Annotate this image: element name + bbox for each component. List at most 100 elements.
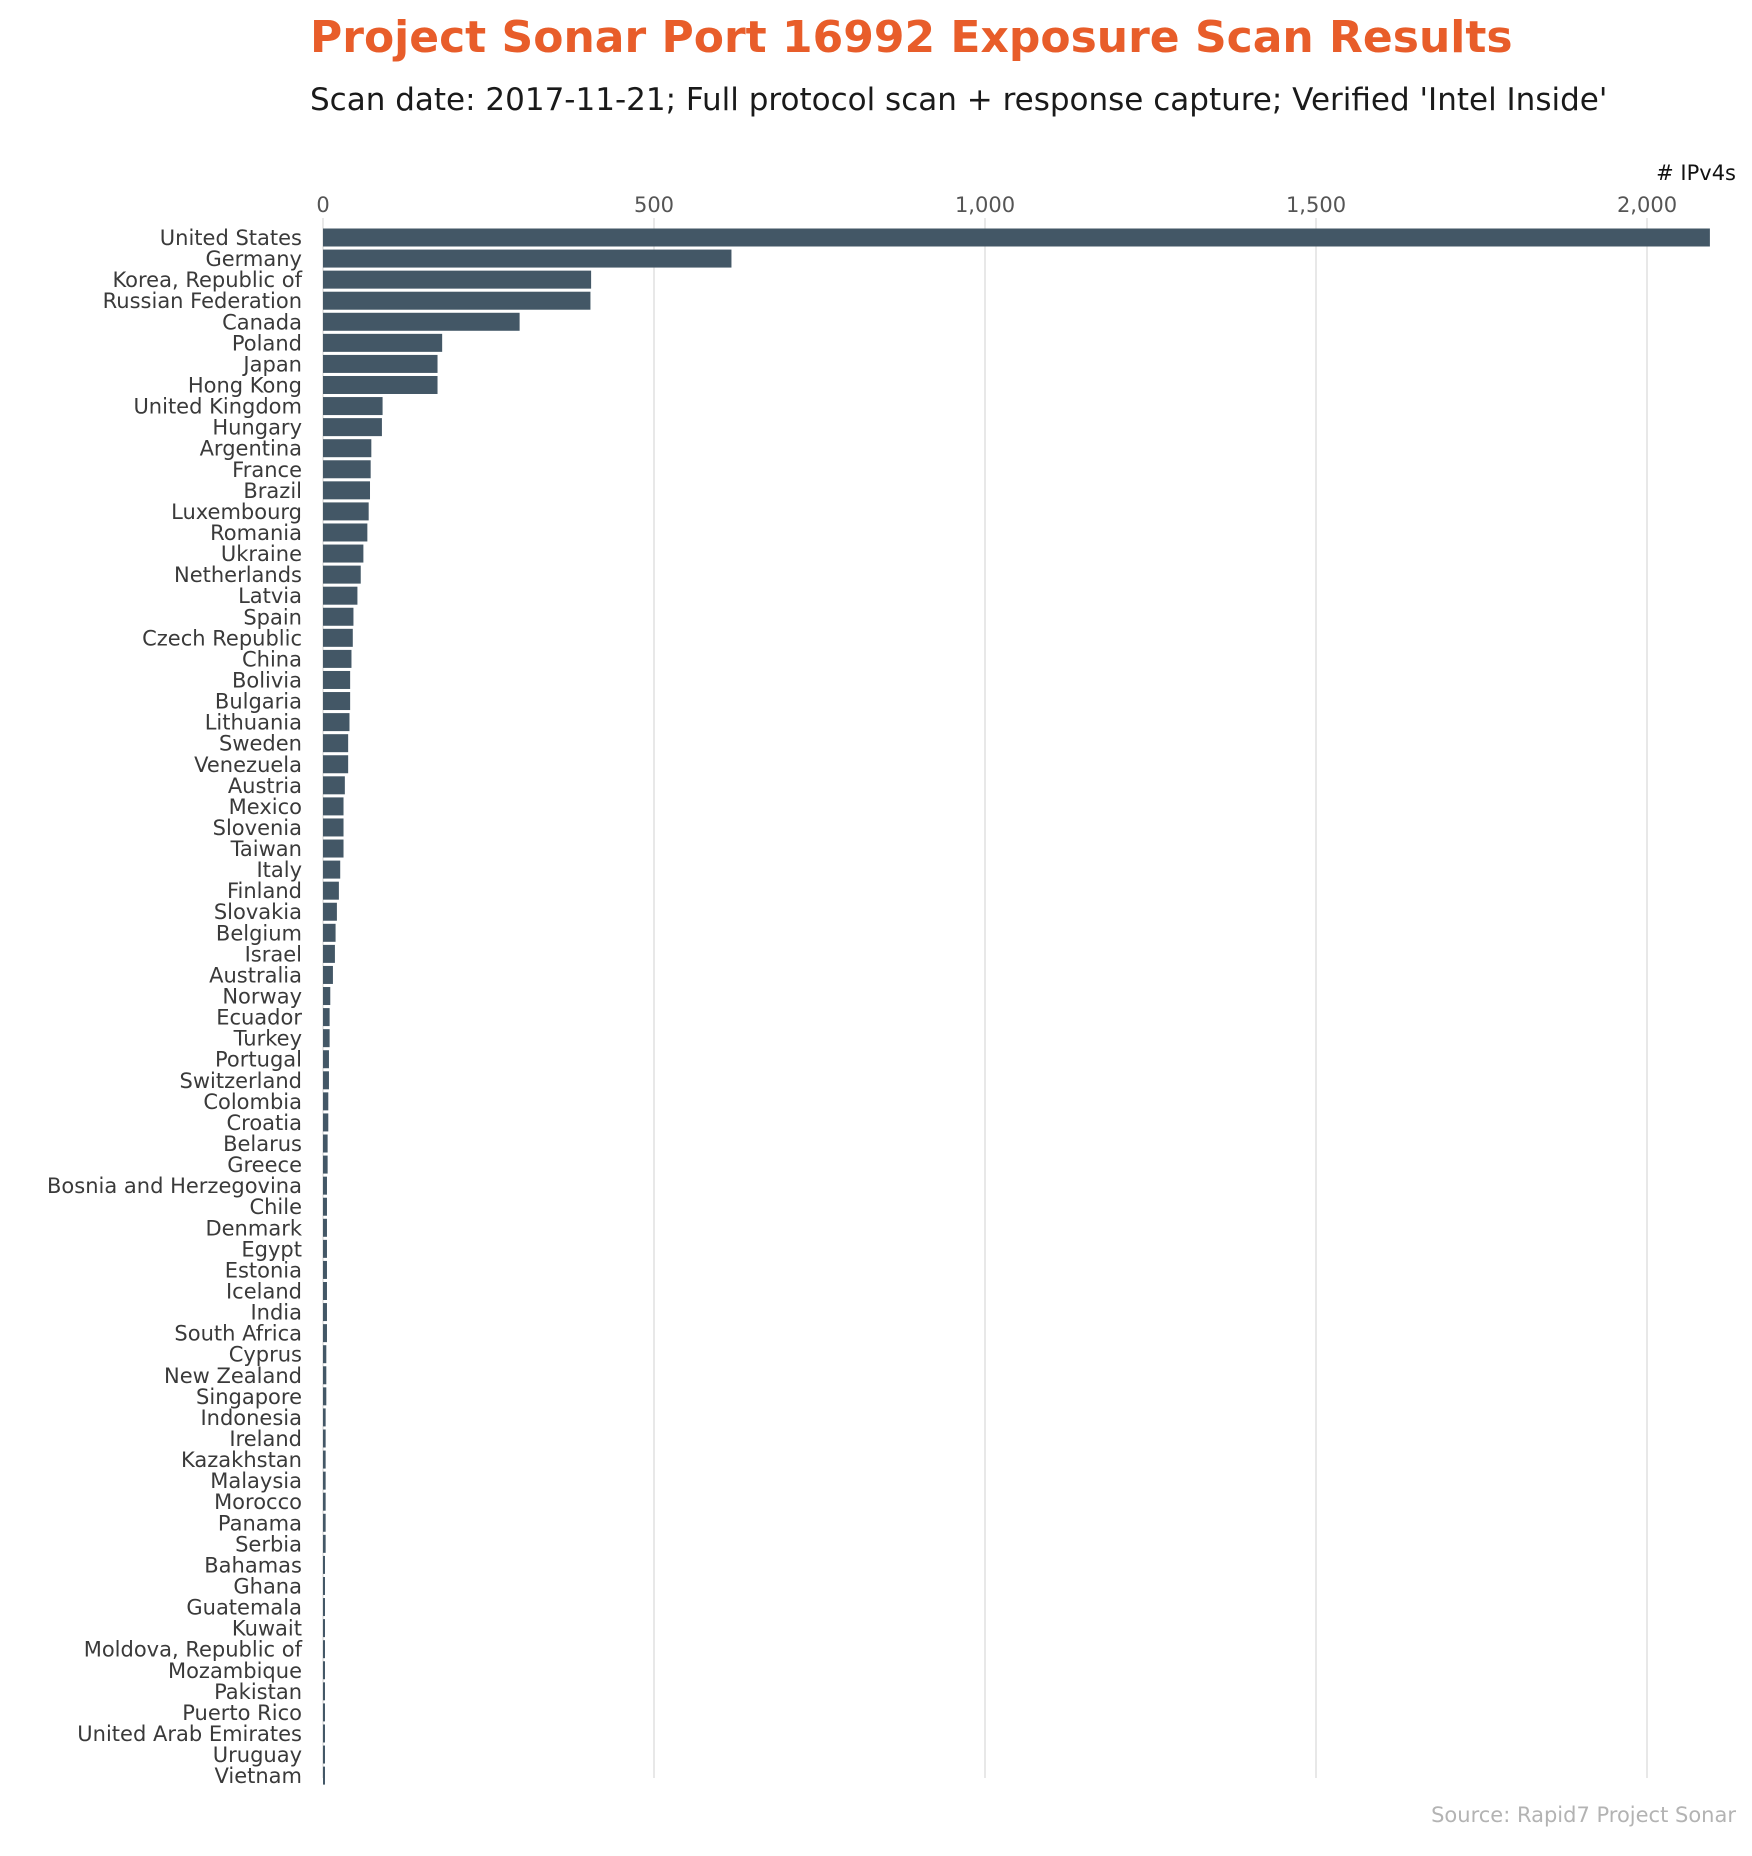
category-label: Ukraine: [221, 542, 302, 566]
category-label: Cyprus: [229, 1343, 302, 1367]
category-label: Canada: [222, 310, 302, 334]
bar: [323, 1260, 327, 1279]
bar: [323, 1682, 325, 1701]
category-label: Guatemala: [186, 1596, 302, 1620]
bar: [323, 1576, 325, 1595]
bar: [323, 1239, 327, 1258]
category-label: Czech Republic: [142, 626, 302, 650]
category-label: Panama: [218, 1511, 302, 1535]
bar: [323, 544, 364, 563]
bar: [323, 333, 443, 352]
x-axis-label: # IPv4s: [1656, 161, 1736, 185]
category-label: Moldova, Republic of: [84, 1638, 303, 1662]
bar: [323, 249, 732, 268]
x-tick-label: 0: [316, 193, 329, 217]
bar: [323, 1176, 327, 1195]
bar: [323, 818, 344, 837]
bar: [323, 628, 353, 647]
bar: [323, 375, 438, 394]
category-label: Puerto Rico: [182, 1701, 302, 1725]
category-label: Colombia: [203, 1090, 302, 1114]
bar: [323, 1113, 329, 1132]
bar: [323, 1555, 325, 1574]
chart-subtitle: Scan date: 2017-11-21; Full protocol sca…: [310, 82, 1608, 118]
bar: [323, 1092, 329, 1111]
bar: [323, 481, 371, 500]
category-label: United Arab Emirates: [77, 1722, 302, 1746]
category-label: India: [250, 1301, 302, 1325]
bar: [323, 1703, 325, 1722]
category-label: Slovenia: [213, 816, 302, 840]
x-tick-label: 2,000: [1617, 193, 1677, 217]
bar: [323, 1450, 326, 1469]
category-label: Poland: [232, 331, 302, 355]
bar: [323, 1155, 328, 1174]
bar: [323, 439, 372, 458]
x-tick-label: 1,000: [955, 193, 1015, 217]
category-label: Australia: [209, 963, 302, 987]
category-label: Lithuania: [205, 711, 302, 735]
category-label: Ecuador: [216, 1006, 302, 1030]
category-label: Finland: [227, 879, 302, 903]
category-label: Singapore: [196, 1385, 302, 1409]
bar: [323, 270, 592, 289]
category-label: Austria: [228, 774, 302, 798]
bar: [323, 860, 341, 879]
category-label: Denmark: [205, 1216, 302, 1240]
category-label: United Kingdom: [133, 395, 302, 419]
category-label: Belgium: [216, 921, 302, 945]
category-label: Bulgaria: [215, 690, 302, 714]
bar: [323, 1218, 327, 1237]
bar: [323, 670, 351, 689]
bar: [323, 965, 333, 984]
category-label: Bolivia: [232, 668, 302, 692]
category-label: Slovakia: [214, 900, 302, 924]
category-label: Sweden: [219, 732, 302, 756]
bar: [323, 397, 383, 416]
category-label: France: [232, 458, 302, 482]
category-label: Spain: [243, 605, 302, 629]
bar: [323, 1598, 325, 1617]
bar: [323, 1492, 326, 1511]
bar: [323, 1197, 327, 1216]
category-label: Luxembourg: [171, 500, 302, 524]
bar: [323, 839, 344, 858]
bar: [323, 902, 337, 921]
bar: [323, 734, 349, 753]
category-label: Ireland: [229, 1427, 302, 1451]
category-label: China: [242, 647, 302, 671]
category-label: South Africa: [174, 1322, 302, 1346]
category-label: Hong Kong: [188, 373, 302, 397]
category-label: Indonesia: [200, 1406, 302, 1430]
category-label: Mozambique: [168, 1659, 302, 1683]
category-label: United States: [160, 226, 302, 250]
chart-title: Project Sonar Port 16992 Exposure Scan R…: [310, 12, 1513, 63]
category-label: Croatia: [227, 1111, 303, 1135]
bar: [323, 1324, 327, 1343]
bar: [323, 1619, 325, 1638]
bar: [323, 1745, 325, 1764]
category-label: Morocco: [214, 1490, 302, 1514]
category-label: Serbia: [235, 1532, 302, 1556]
category-label: Egypt: [241, 1237, 302, 1261]
bar: [323, 1724, 325, 1743]
bar: [323, 586, 358, 605]
category-label: Italy: [256, 858, 302, 882]
bar: [323, 987, 331, 1006]
category-label: Germany: [205, 247, 302, 271]
category-label: Latvia: [238, 584, 302, 608]
bar: [323, 1008, 330, 1027]
category-label: Russian Federation: [103, 289, 302, 313]
bar: [323, 1534, 326, 1553]
bar: [323, 1766, 325, 1785]
category-label: Romania: [210, 521, 302, 545]
bar: [323, 713, 350, 732]
category-label: Malaysia: [210, 1469, 302, 1493]
source-note: Source: Rapid7 Project Sonar: [1431, 1803, 1736, 1827]
bar: [323, 1071, 329, 1090]
category-label: Bosnia and Herzegovina: [47, 1174, 302, 1198]
bar: [323, 692, 351, 711]
bar: [323, 1029, 330, 1048]
category-label: Vietnam: [214, 1764, 302, 1788]
